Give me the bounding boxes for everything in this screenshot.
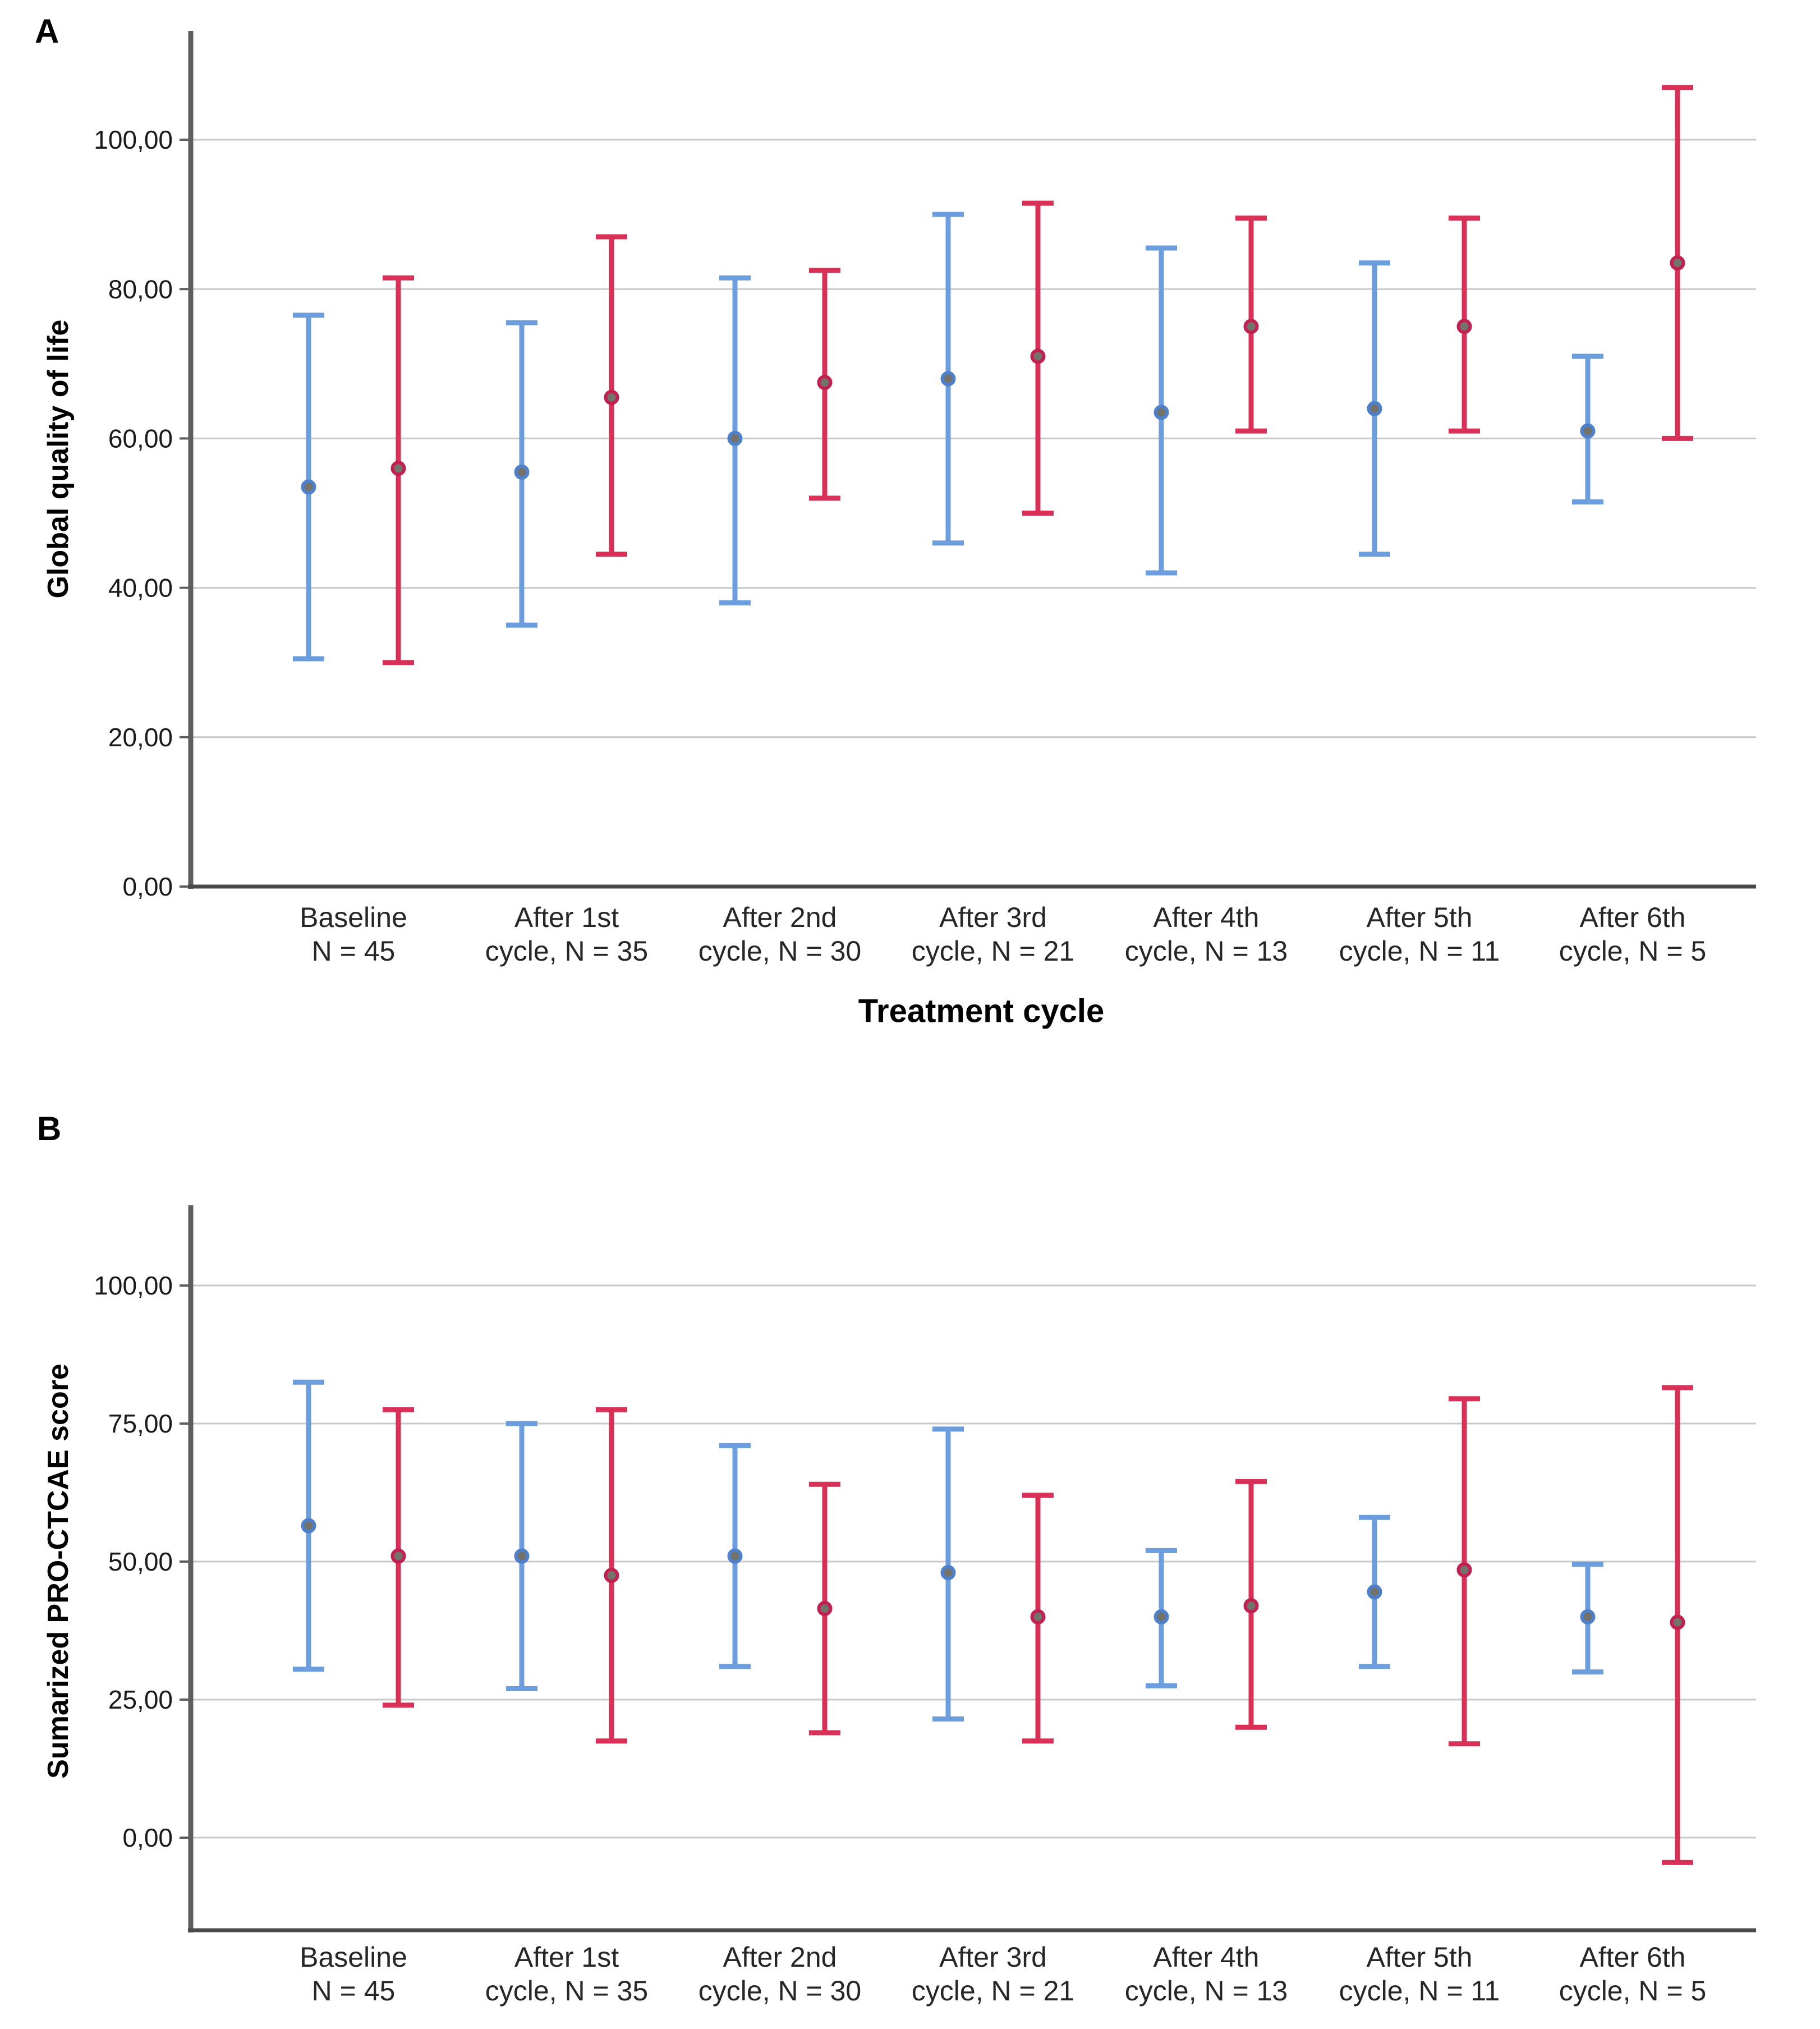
x-category-label-line1: After 1st	[514, 902, 619, 933]
y-tick-label: 50,00	[108, 1547, 173, 1576]
panel-a-letter: A	[35, 12, 59, 50]
x-category-label-line1: Baseline	[300, 902, 407, 933]
x-category-label-line2: cycle, N = 35	[485, 1975, 648, 2007]
blue-series-mean-dot	[1367, 1584, 1382, 1600]
blue-series-mean-dot	[1153, 405, 1169, 420]
red-series-mean-dot	[1670, 1614, 1685, 1630]
x-category-label-line2: cycle, N = 21	[912, 935, 1074, 967]
x-category-label-line2: cycle, N = 30	[698, 1975, 861, 2007]
red-series-mean-dot	[1030, 348, 1046, 364]
blue-series-mean-dot	[1153, 1609, 1169, 1624]
red-series-mean-dot	[390, 461, 406, 476]
blue-series-mean-dot	[1580, 1609, 1596, 1624]
x-category-label-line1: Baseline	[300, 1941, 407, 1973]
red-series-mean-dot	[390, 1548, 406, 1564]
blue-series-mean-dot	[940, 1565, 956, 1581]
y-tick-label: 0,00	[122, 1823, 173, 1852]
x-category-label-line1: After 5th	[1367, 1941, 1473, 1973]
panel-b-letter: B	[37, 1110, 62, 1147]
x-category-label-line1: After 2nd	[723, 1941, 837, 1973]
red-series-mean-dot	[604, 1568, 619, 1583]
red-series-mean-dot	[817, 1601, 833, 1617]
x-category-label-line1: After 4th	[1153, 1941, 1260, 1973]
x-category-label-line1: After 1st	[514, 1941, 619, 1973]
x-category-label-line2: cycle, N = 11	[1339, 1975, 1500, 2007]
blue-series-mean-dot	[514, 1548, 530, 1564]
red-series-mean-dot	[1456, 1562, 1472, 1578]
blue-series-mean-dot	[1367, 401, 1382, 416]
y-tick-label: 75,00	[108, 1409, 173, 1438]
blue-series-mean-dot	[940, 371, 956, 387]
red-series-mean-dot	[1456, 319, 1472, 334]
y-tick-label: 0,00	[122, 872, 173, 901]
red-series-mean-dot	[1030, 1609, 1046, 1624]
red-series-mean-dot	[604, 389, 619, 405]
y-tick-label: 25,00	[108, 1685, 173, 1714]
y-tick-label: 40,00	[108, 573, 173, 603]
x-category-label-line1: After 3rd	[939, 902, 1047, 933]
x-category-label-line2: cycle, N = 21	[912, 1975, 1074, 2007]
x-category-label-line2: cycle, N = 13	[1125, 935, 1288, 967]
x-category-label-line2: cycle, N = 30	[698, 935, 861, 967]
y-tick-label: 80,00	[108, 274, 173, 304]
blue-series-mean-dot	[301, 1518, 316, 1534]
blue-series-mean-dot	[727, 1548, 743, 1564]
x-category-label-line1: After 5th	[1367, 902, 1473, 933]
x-category-label-line2: cycle, N = 5	[1559, 935, 1707, 967]
y-tick-label: 20,00	[108, 723, 173, 752]
red-series-mean-dot	[1670, 255, 1685, 271]
x-category-label-line2: cycle, N = 13	[1125, 1975, 1288, 2007]
blue-series-mean-dot	[1580, 423, 1596, 439]
x-category-label-line2: cycle, N = 35	[485, 935, 648, 967]
blue-series-mean-dot	[301, 479, 316, 495]
red-series-mean-dot	[1243, 1598, 1259, 1614]
x-category-label-line1: After 6th	[1580, 1941, 1686, 1973]
x-category-label-line2: N = 45	[312, 935, 396, 967]
x-category-label-line2: cycle, N = 5	[1559, 1975, 1707, 2007]
x-category-label-line1: After 6th	[1580, 902, 1686, 933]
x-category-label-line2: cycle, N = 11	[1339, 935, 1500, 967]
x-category-label-line1: After 3rd	[939, 1941, 1047, 1973]
y-tick-label: 100,00	[94, 1271, 173, 1300]
y-tick-label: 100,00	[94, 125, 173, 154]
panel-a-x-axis-title: Treatment cycle	[858, 993, 1105, 1030]
x-category-label-line1: After 2nd	[723, 902, 837, 933]
y-tick-label: 60,00	[108, 424, 173, 453]
panel-a-chart: 0,00 20,00 40,00 60,00 80,00 100,00 BaselineN …	[94, 31, 1756, 967]
red-series-mean-dot	[817, 375, 833, 391]
blue-series-mean-dot	[514, 464, 530, 480]
x-category-label-line1: After 4th	[1153, 902, 1260, 933]
blue-series-mean-dot	[727, 430, 743, 446]
red-series-mean-dot	[1243, 319, 1259, 334]
x-category-label-line2: N = 45	[312, 1975, 396, 2007]
